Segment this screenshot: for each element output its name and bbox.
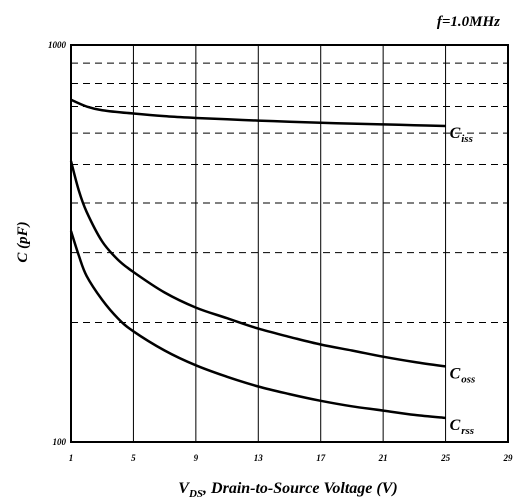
grid-lines — [71, 45, 508, 442]
y-tick-label: 1000 — [48, 40, 67, 50]
y-axis-label: C (pF) — [15, 221, 31, 262]
series-label-sub: rss — [461, 425, 474, 437]
x-tick-label: 21 — [378, 453, 388, 463]
series-label-c-rss: Crss — [450, 417, 475, 437]
series-label-c-oss: Coss — [450, 365, 476, 385]
x-tick-label: 29 — [503, 453, 514, 463]
series-label-main: C — [450, 417, 461, 434]
plot-frame — [71, 45, 508, 442]
series-label-c-iss: Ciss — [450, 125, 473, 145]
x-axis-label-sub: DS — [188, 488, 203, 500]
x-tick-label: 17 — [316, 453, 326, 463]
chart-title: f=1.0MHz — [437, 14, 500, 30]
x-tick-label: 1 — [69, 453, 74, 463]
y-tick-label: 100 — [53, 437, 67, 447]
series-label-main: C — [450, 125, 461, 142]
x-tick-label: 25 — [440, 453, 451, 463]
y-tick-labels: 100 1000 — [48, 40, 67, 447]
series-label-sub: iss — [461, 133, 473, 145]
x-tick-labels: 1 5 9 13 17 21 25 29 — [69, 453, 513, 463]
x-tick-label: 5 — [131, 453, 136, 463]
x-tick-label: 13 — [254, 453, 264, 463]
x-axis-label-rest: , Drain-to-Source Voltage (V) — [202, 480, 398, 497]
series-label-main: C — [450, 365, 461, 382]
series-label-sub: oss — [461, 373, 475, 385]
x-axis-label: VDS, Drain-to-Source Voltage (V) — [178, 480, 397, 500]
x-tick-label: 9 — [194, 453, 199, 463]
